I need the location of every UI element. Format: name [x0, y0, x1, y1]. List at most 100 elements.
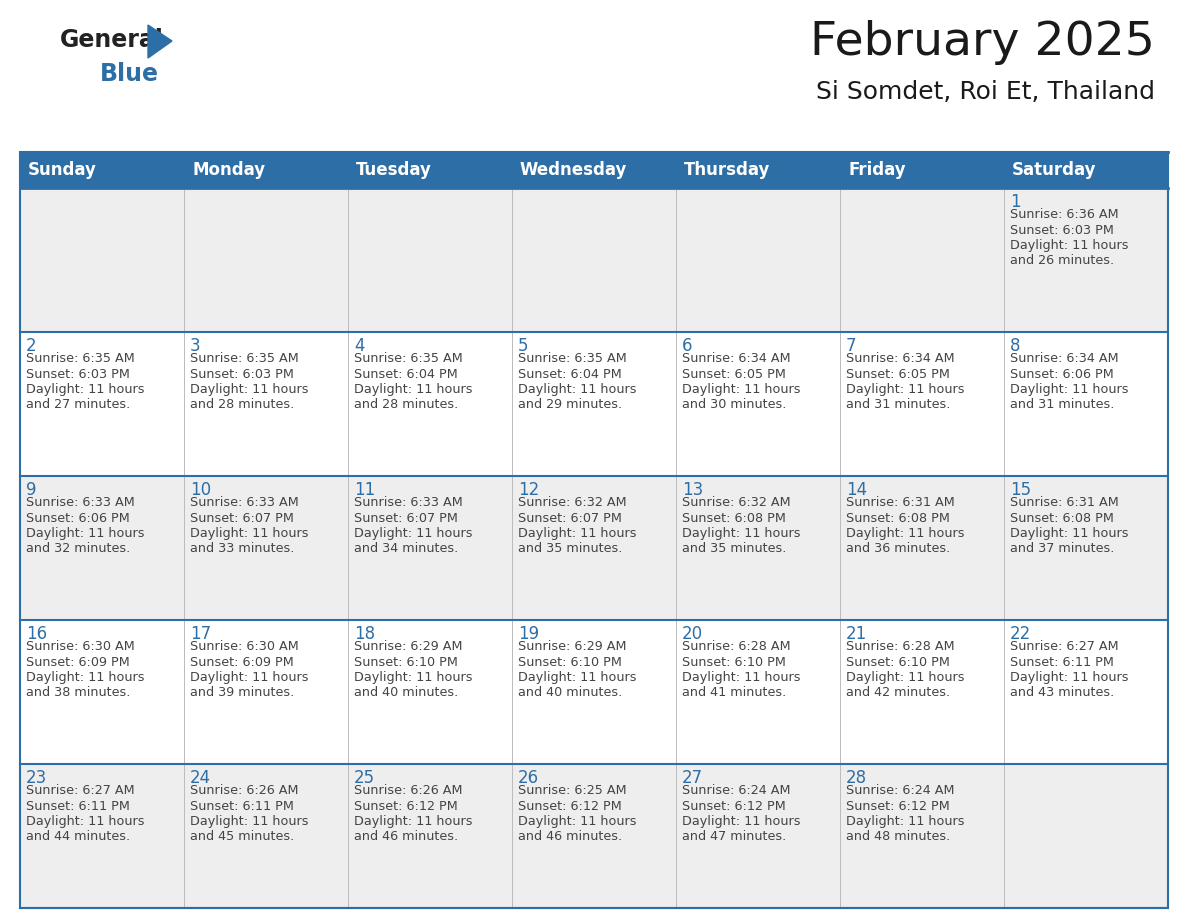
Text: 15: 15 — [1010, 481, 1031, 499]
Text: Daylight: 11 hours: Daylight: 11 hours — [26, 383, 145, 396]
Text: Sunset: 6:03 PM: Sunset: 6:03 PM — [190, 367, 293, 380]
Bar — [20, 476, 1168, 620]
Text: Sunset: 6:08 PM: Sunset: 6:08 PM — [846, 511, 950, 524]
Text: and 47 minutes.: and 47 minutes. — [682, 831, 786, 844]
Text: Sunrise: 6:31 AM: Sunrise: 6:31 AM — [1010, 496, 1119, 509]
Text: Sunset: 6:03 PM: Sunset: 6:03 PM — [1010, 223, 1114, 237]
Text: 10: 10 — [190, 481, 211, 499]
Text: Daylight: 11 hours: Daylight: 11 hours — [1010, 527, 1129, 540]
Text: Sunset: 6:05 PM: Sunset: 6:05 PM — [682, 367, 786, 380]
Text: Daylight: 11 hours: Daylight: 11 hours — [26, 815, 145, 828]
Text: and 46 minutes.: and 46 minutes. — [354, 831, 459, 844]
Text: Sunrise: 6:35 AM: Sunrise: 6:35 AM — [26, 352, 134, 365]
Text: Sunrise: 6:30 AM: Sunrise: 6:30 AM — [190, 640, 298, 653]
Text: Sunrise: 6:28 AM: Sunrise: 6:28 AM — [846, 640, 955, 653]
Text: Daylight: 11 hours: Daylight: 11 hours — [26, 527, 145, 540]
Text: Daylight: 11 hours: Daylight: 11 hours — [1010, 239, 1129, 252]
Text: Sunset: 6:10 PM: Sunset: 6:10 PM — [846, 655, 950, 668]
Text: Sunrise: 6:31 AM: Sunrise: 6:31 AM — [846, 496, 955, 509]
Text: 6: 6 — [682, 337, 693, 355]
Text: Daylight: 11 hours: Daylight: 11 hours — [846, 527, 965, 540]
Text: Daylight: 11 hours: Daylight: 11 hours — [190, 383, 309, 396]
Text: 11: 11 — [354, 481, 375, 499]
Text: Daylight: 11 hours: Daylight: 11 hours — [1010, 671, 1129, 684]
Bar — [20, 152, 1168, 908]
Text: Sunset: 6:09 PM: Sunset: 6:09 PM — [26, 655, 129, 668]
Text: and 35 minutes.: and 35 minutes. — [682, 543, 786, 555]
Text: Monday: Monday — [192, 161, 265, 179]
Text: Sunset: 6:11 PM: Sunset: 6:11 PM — [190, 800, 293, 812]
Text: Sunrise: 6:34 AM: Sunrise: 6:34 AM — [846, 352, 955, 365]
Text: Daylight: 11 hours: Daylight: 11 hours — [190, 527, 309, 540]
Text: Sunrise: 6:26 AM: Sunrise: 6:26 AM — [354, 784, 462, 797]
Text: Sunset: 6:05 PM: Sunset: 6:05 PM — [846, 367, 950, 380]
Text: 3: 3 — [190, 337, 201, 355]
Text: Daylight: 11 hours: Daylight: 11 hours — [354, 383, 473, 396]
Text: Sunrise: 6:35 AM: Sunrise: 6:35 AM — [518, 352, 627, 365]
Text: Sunrise: 6:33 AM: Sunrise: 6:33 AM — [354, 496, 463, 509]
Text: 12: 12 — [518, 481, 539, 499]
Text: and 38 minutes.: and 38 minutes. — [26, 687, 131, 700]
Text: and 33 minutes.: and 33 minutes. — [190, 543, 295, 555]
Text: Sunset: 6:12 PM: Sunset: 6:12 PM — [846, 800, 949, 812]
Text: Sunrise: 6:34 AM: Sunrise: 6:34 AM — [1010, 352, 1119, 365]
Text: and 39 minutes.: and 39 minutes. — [190, 687, 295, 700]
Text: Daylight: 11 hours: Daylight: 11 hours — [518, 527, 637, 540]
Text: 20: 20 — [682, 625, 703, 643]
Text: Sunrise: 6:24 AM: Sunrise: 6:24 AM — [846, 784, 954, 797]
Bar — [20, 152, 1168, 188]
Text: Daylight: 11 hours: Daylight: 11 hours — [846, 815, 965, 828]
Text: 4: 4 — [354, 337, 365, 355]
Text: Daylight: 11 hours: Daylight: 11 hours — [846, 671, 965, 684]
Text: February 2025: February 2025 — [810, 20, 1155, 65]
Text: and 32 minutes.: and 32 minutes. — [26, 543, 131, 555]
Text: and 40 minutes.: and 40 minutes. — [518, 687, 623, 700]
Text: and 34 minutes.: and 34 minutes. — [354, 543, 459, 555]
Text: Daylight: 11 hours: Daylight: 11 hours — [190, 671, 309, 684]
Text: 13: 13 — [682, 481, 703, 499]
Text: Sunset: 6:06 PM: Sunset: 6:06 PM — [1010, 367, 1114, 380]
Text: and 29 minutes.: and 29 minutes. — [518, 398, 623, 411]
Text: Daylight: 11 hours: Daylight: 11 hours — [682, 527, 801, 540]
Text: Sunrise: 6:33 AM: Sunrise: 6:33 AM — [190, 496, 298, 509]
Text: Thursday: Thursday — [684, 161, 770, 179]
Text: and 26 minutes.: and 26 minutes. — [1010, 254, 1114, 267]
Text: and 27 minutes.: and 27 minutes. — [26, 398, 131, 411]
Text: and 45 minutes.: and 45 minutes. — [190, 831, 295, 844]
Text: Sunrise: 6:33 AM: Sunrise: 6:33 AM — [26, 496, 134, 509]
Text: Sunrise: 6:34 AM: Sunrise: 6:34 AM — [682, 352, 791, 365]
Bar — [20, 188, 1168, 332]
Text: Friday: Friday — [848, 161, 905, 179]
Text: Sunrise: 6:27 AM: Sunrise: 6:27 AM — [1010, 640, 1119, 653]
Text: Daylight: 11 hours: Daylight: 11 hours — [682, 383, 801, 396]
Text: and 28 minutes.: and 28 minutes. — [190, 398, 295, 411]
Text: Sunrise: 6:32 AM: Sunrise: 6:32 AM — [518, 496, 626, 509]
Text: Blue: Blue — [100, 62, 159, 86]
Text: 27: 27 — [682, 769, 703, 787]
Text: Sunrise: 6:32 AM: Sunrise: 6:32 AM — [682, 496, 791, 509]
Text: Sunset: 6:08 PM: Sunset: 6:08 PM — [682, 511, 786, 524]
Text: Sunset: 6:10 PM: Sunset: 6:10 PM — [354, 655, 457, 668]
Text: 14: 14 — [846, 481, 867, 499]
Text: 25: 25 — [354, 769, 375, 787]
Text: Daylight: 11 hours: Daylight: 11 hours — [190, 815, 309, 828]
Text: Sunrise: 6:28 AM: Sunrise: 6:28 AM — [682, 640, 791, 653]
Text: and 36 minutes.: and 36 minutes. — [846, 543, 950, 555]
Text: and 31 minutes.: and 31 minutes. — [1010, 398, 1114, 411]
Text: Daylight: 11 hours: Daylight: 11 hours — [846, 383, 965, 396]
Text: 28: 28 — [846, 769, 867, 787]
Text: Sunset: 6:07 PM: Sunset: 6:07 PM — [354, 511, 457, 524]
Text: 21: 21 — [846, 625, 867, 643]
Text: 1: 1 — [1010, 193, 1020, 211]
Text: 5: 5 — [518, 337, 529, 355]
Bar — [20, 764, 1168, 908]
Text: Sunset: 6:07 PM: Sunset: 6:07 PM — [518, 511, 621, 524]
Text: Sunset: 6:10 PM: Sunset: 6:10 PM — [682, 655, 786, 668]
Polygon shape — [148, 25, 172, 58]
Text: and 46 minutes.: and 46 minutes. — [518, 831, 623, 844]
Text: 7: 7 — [846, 337, 857, 355]
Text: Sunrise: 6:29 AM: Sunrise: 6:29 AM — [518, 640, 626, 653]
Text: Sunrise: 6:36 AM: Sunrise: 6:36 AM — [1010, 208, 1119, 221]
Text: General: General — [61, 28, 164, 52]
Text: 22: 22 — [1010, 625, 1031, 643]
